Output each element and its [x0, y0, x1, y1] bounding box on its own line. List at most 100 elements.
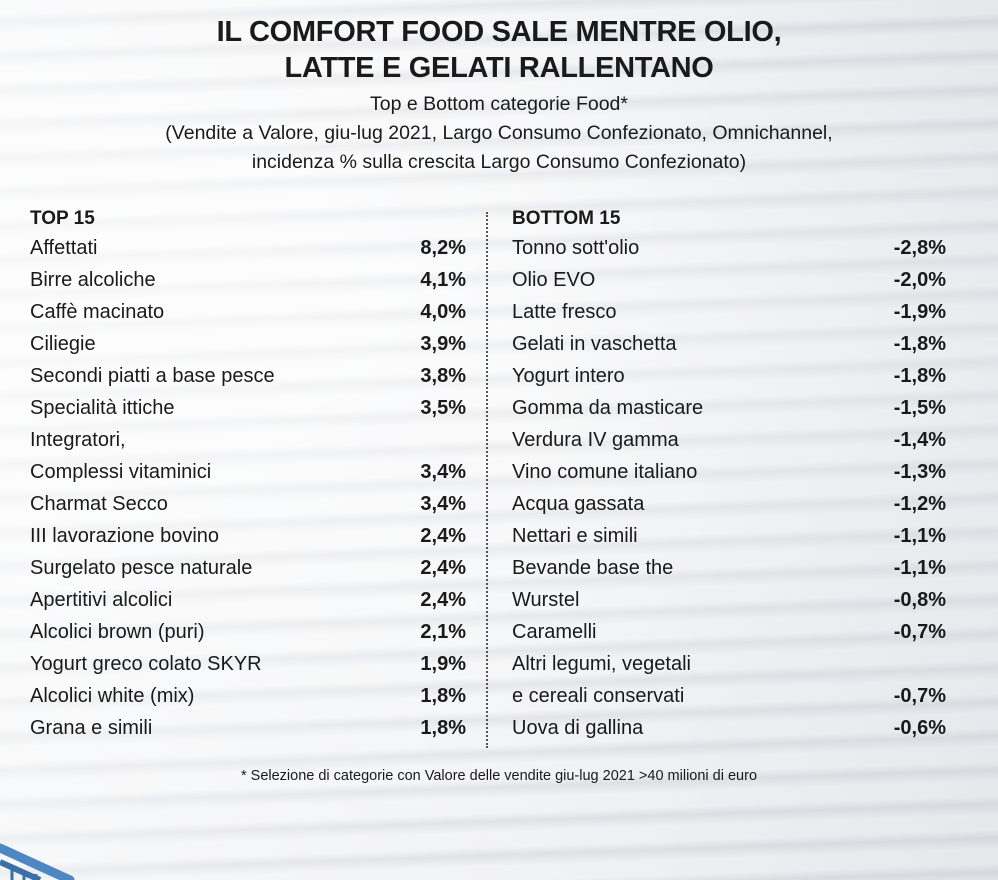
bottom-category-label: Gelati in vaschetta	[512, 333, 677, 355]
top-category-label: Apertitivi alcolici	[30, 589, 173, 611]
bottom-row: Gelati in vaschetta -1,8%	[512, 328, 946, 360]
top-category-label: Ciliegie	[30, 333, 96, 355]
top-category-label: Alcolici brown (puri)	[30, 621, 205, 643]
top-category-label: Charmat Secco	[30, 493, 168, 515]
bottom-category-value: -0,6%	[893, 717, 946, 739]
bottom-category-value: -1,1%	[893, 525, 946, 547]
bottom-category-label: Altri legumi, vegetali	[512, 653, 691, 675]
bottom-15-header: BOTTOM 15	[512, 208, 621, 229]
top-category-label: Yogurt greco colato SKYR	[30, 653, 262, 675]
top-category-value: 3,5%	[420, 397, 466, 419]
top-category-label: Grana e simili	[30, 717, 153, 739]
bottom-category-value: -1,8%	[893, 365, 946, 387]
top-row: Caffè macinato 4,0%	[30, 296, 466, 328]
bottom-row: Tonno sott'olio -2,8%	[512, 232, 946, 264]
bottom-category-label: e cereali conservati	[512, 685, 685, 707]
top-category-value: 2,4%	[420, 525, 466, 547]
footnote: * Selezione di categorie con Valore dell…	[240, 768, 758, 784]
bottom-category-value: -2,8%	[893, 237, 946, 259]
top-category-label: Affettati	[30, 237, 98, 259]
bottom-row: Caramelli -0,7%	[512, 616, 946, 648]
top-row: Integratori,	[30, 424, 466, 456]
top-category-value: 8,2%	[420, 237, 466, 259]
top-category-value: 2,4%	[420, 589, 466, 611]
top-row: Yogurt greco colato SKYR 1,9%	[30, 648, 466, 680]
bottom-row: Latte fresco -1,9%	[512, 296, 946, 328]
page-title: IL COMFORT FOOD SALE MENTRE OLIO, LATTE …	[0, 14, 998, 86]
bottom-15-list: Tonno sott'olio -2,8% Olio EVO -2,0% Latte f…	[512, 232, 946, 744]
bottom-row: Yogurt intero -1,8%	[512, 360, 946, 392]
bottom-row: Uova di gallina -0,6%	[512, 712, 946, 744]
top-category-label: III lavorazione bovino	[30, 525, 220, 547]
top-category-label: Complessi vitaminici	[30, 461, 212, 483]
top-category-value: 4,1%	[420, 269, 466, 291]
bottom-category-value: -0,8%	[893, 589, 946, 611]
top-category-label: Caffè macinato	[30, 301, 165, 323]
top-row: Ciliegie 3,9%	[30, 328, 466, 360]
top-row: Alcolici brown (puri) 2,1%	[30, 616, 466, 648]
top-category-value: 3,8%	[420, 365, 466, 387]
bottom-category-value: -1,3%	[893, 461, 946, 483]
bottom-category-value: -1,5%	[893, 397, 946, 419]
top-category-label: Surgelato pesce naturale	[30, 557, 253, 579]
top-category-value: 3,4%	[420, 493, 466, 515]
bottom-category-value: -1,4%	[893, 429, 946, 451]
top-category-value: 2,4%	[420, 557, 466, 579]
bottom-row: Nettari e simili -1,1%	[512, 520, 946, 552]
title-line-2: LATTE E GELATI RALLENTANO	[284, 52, 714, 84]
top-row: Apertitivi alcolici 2,4%	[30, 584, 466, 616]
bottom-category-value: -0,7%	[893, 685, 946, 707]
subtitle-line-3: incidenza % sulla crescita Largo Consumo…	[251, 151, 747, 173]
bottom-category-value: -1,9%	[893, 301, 946, 323]
bottom-15-column: BOTTOM 15 Tonno sott'olio -2,8% Olio EVO -2…	[512, 206, 946, 744]
bottom-category-label: Vino comune italiano	[512, 461, 698, 483]
top-category-value: 2,1%	[420, 621, 466, 643]
top-row: Charmat Secco 3,4%	[30, 488, 466, 520]
top-category-label: Alcolici white (mix)	[30, 685, 195, 707]
top-row: Birre alcoliche 4,1%	[30, 264, 466, 296]
top-row: Complessi vitaminici 3,4%	[30, 456, 466, 488]
bottom-row: Vino comune italiano -1,3%	[512, 456, 946, 488]
top-row: Secondi piatti a base pesce 3,8%	[30, 360, 466, 392]
bottom-category-value: -1,2%	[893, 493, 946, 515]
bottom-row: Verdura IV gamma -1,4%	[512, 424, 946, 456]
top-category-label: Integratori,	[30, 429, 126, 451]
bottom-category-label: Uova di gallina	[512, 717, 644, 739]
bottom-row: Altri legumi, vegetali	[512, 648, 946, 680]
top-category-label: Birre alcoliche	[30, 269, 156, 291]
bottom-category-label: Caramelli	[512, 621, 597, 643]
top-row: Affettati 8,2%	[30, 232, 466, 264]
bottom-category-label: Gomma da masticare	[512, 397, 704, 419]
top-15-header: TOP 15	[30, 208, 95, 229]
top-15-list: Affettati 8,2% Birre alcoliche 4,1% Caffè ma…	[30, 232, 466, 744]
bottom-row: Olio EVO -2,0%	[512, 264, 946, 296]
bottom-category-label: Olio EVO	[512, 269, 596, 291]
top-row: III lavorazione bovino 2,4%	[30, 520, 466, 552]
column-divider	[486, 212, 488, 748]
bottom-category-value: -1,8%	[893, 333, 946, 355]
top-row: Surgelato pesce naturale 2,4%	[30, 552, 466, 584]
bottom-row: Gomma da masticare -1,5%	[512, 392, 946, 424]
bottom-category-label: Yogurt intero	[512, 365, 625, 387]
top-category-value: 1,8%	[420, 685, 466, 707]
bottom-category-label: Verdura IV gamma	[512, 429, 679, 451]
top-category-value: 4,0%	[420, 301, 466, 323]
bottom-row: e cereali conservati -0,7%	[512, 680, 946, 712]
subtitle-line-1: Top e Bottom categorie Food*	[370, 93, 628, 115]
bottom-category-label: Bevande base the	[512, 557, 674, 579]
shopping-cart-icon	[0, 843, 75, 880]
bottom-category-label: Acqua gassata	[512, 493, 645, 515]
bottom-category-value: -1,1%	[893, 557, 946, 579]
title-line-1: IL COMFORT FOOD SALE MENTRE OLIO,	[216, 16, 782, 48]
bottom-category-label: Tonno sott'olio	[512, 237, 640, 259]
top-row: Grana e simili 1,8%	[30, 712, 466, 744]
bottom-category-value: -0,7%	[893, 621, 946, 643]
top-category-label: Secondi piatti a base pesce	[30, 365, 275, 387]
subtitle-line-2: (Vendite a Valore, giu-lug 2021, Largo C…	[165, 122, 833, 144]
top-category-label: Specialità ittiche	[30, 397, 175, 419]
subtitle: Top e Bottom categorie Food* (Vendite a …	[0, 90, 998, 177]
top-row: Specialità ittiche 3,5%	[30, 392, 466, 424]
top-row: Alcolici white (mix) 1,8%	[30, 680, 466, 712]
bottom-category-label: Nettari e simili	[512, 525, 638, 547]
